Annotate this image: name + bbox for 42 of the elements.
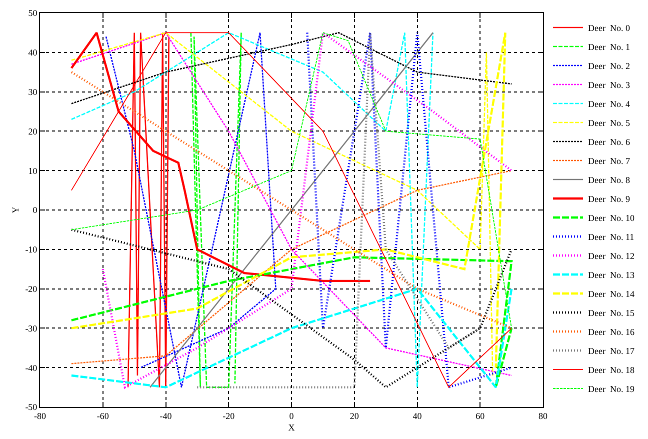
x-tick-label: -40 [160, 410, 172, 421]
legend-label: Deer No. 13 [588, 270, 636, 280]
x-tick-label: -60 [96, 410, 110, 421]
y-tick-label: -40 [25, 362, 38, 373]
y-tick-label: 50 [28, 8, 38, 18]
legend-label: Deer No. 6 [588, 137, 631, 148]
legend-label: Deer No. 18 [588, 365, 636, 376]
y-tick-label: 30 [28, 86, 38, 97]
legend-label: Deer No. 9 [588, 194, 631, 204]
legend-label: Deer No. 0 [588, 23, 631, 34]
x-tick-label: 0 [289, 410, 294, 421]
x-tick-label: 20 [350, 410, 360, 421]
y-tick-label: -20 [25, 284, 38, 294]
legend-label: Deer No. 4 [588, 99, 631, 110]
legend-label: Deer No. 15 [588, 308, 636, 318]
y-tick-label: 10 [28, 166, 38, 176]
y-tick-label: -30 [25, 323, 38, 334]
legend-label: Deer No. 17 [588, 346, 636, 356]
x-tick-label: -80 [34, 410, 46, 421]
legend-label: Deer No. 16 [588, 327, 636, 338]
x-axis-title: X [288, 422, 296, 433]
y-tick-label: -10 [25, 244, 38, 255]
legend-label: Deer No. 2 [588, 61, 630, 72]
legend-label: Deer No. 10 [588, 213, 636, 224]
legend-label: Deer No. 7 [588, 156, 631, 166]
legend-label: Deer No. 14 [588, 289, 636, 300]
x-tick-label: 40 [412, 410, 422, 421]
legend-label: Deer No. 12 [588, 251, 635, 262]
y-tick-label: -50 [25, 402, 38, 412]
legend-label: Deer No. 8 [588, 175, 631, 186]
y-tick-label: 0 [32, 205, 38, 216]
x-tick-label: 60 [476, 410, 486, 421]
y-axis-title: Y [10, 206, 21, 214]
legend-label: Deer No. 11 [588, 232, 634, 242]
legend-label: Deer No. 3 [588, 80, 631, 90]
legend-label: Deer No. 1 [588, 42, 630, 52]
y-tick-label: 40 [28, 48, 38, 58]
x-tick-label: 80 [538, 410, 548, 421]
legend-label: Deer No. 5 [588, 118, 631, 128]
y-tick-label: 20 [28, 126, 38, 136]
legend-label: Deer No. 19 [588, 384, 636, 394]
x-tick-label: -20 [222, 410, 236, 421]
